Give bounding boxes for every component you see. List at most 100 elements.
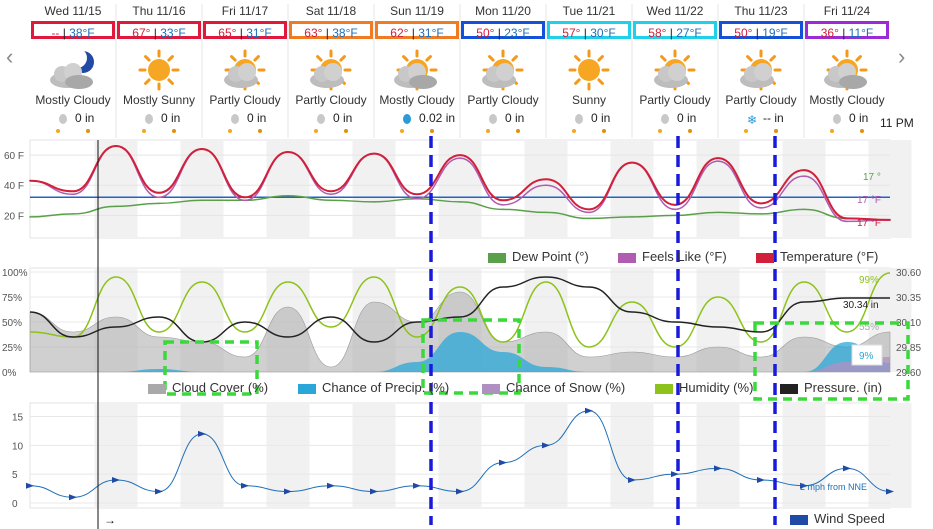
y-tick-label: 40 F <box>4 181 24 192</box>
annotation-highlight-box <box>163 340 259 396</box>
condition-label: Mostly Cloudy <box>809 93 885 107</box>
wind-direction-arrow-icon <box>714 465 722 472</box>
temperature-line-point <box>502 199 504 202</box>
dew-point-line-point <box>803 208 805 211</box>
high-temp: 57° <box>562 26 581 40</box>
wind-direction-arrow-icon <box>671 471 679 478</box>
condition-label: Mostly Cloudy <box>35 93 111 107</box>
wind-direction-arrow-icon <box>370 488 378 495</box>
dew-point-end-label: 17 ° <box>863 172 881 183</box>
dew-point-line-point <box>502 208 504 211</box>
legend-dew-point[interactable]: Dew Point (°) <box>488 249 589 264</box>
night-band <box>352 140 396 238</box>
sun-ray <box>597 55 604 62</box>
hi-lo-box: 36° | 11°F <box>805 21 889 40</box>
temperature-line-point <box>545 178 547 180</box>
legend-label: Humidity (%) <box>679 380 754 395</box>
night-band <box>180 403 224 508</box>
sun-ray <box>425 55 432 62</box>
sun-ray <box>144 78 151 85</box>
high-temp: 50° <box>476 26 495 40</box>
legend-wind-speed[interactable]: Wind Speed <box>790 511 885 526</box>
sunrise-marker-icon <box>830 129 834 133</box>
low-temp: 11°F <box>848 26 874 40</box>
feels-like-line-point <box>717 160 719 162</box>
y-tick-label: 25% <box>2 343 22 354</box>
sun-ray <box>488 55 495 62</box>
prev-arrow[interactable]: ‹ <box>6 44 14 69</box>
hi-lo-box: 58° | 27°F <box>633 21 717 40</box>
temperature-line-point <box>201 148 203 150</box>
moon-cut <box>67 48 87 68</box>
high-temp: 50° <box>734 26 753 40</box>
y-tick-label: 50% <box>2 318 22 329</box>
precip-amount: 0 in <box>591 111 611 125</box>
y2-tick-label: 29.85 <box>896 343 921 354</box>
dew-point-line-point <box>631 216 633 218</box>
night-band <box>524 403 568 508</box>
raindrop-icon <box>489 114 497 124</box>
temperature-line-point <box>674 204 676 206</box>
partly-cloudy-icon <box>224 49 266 91</box>
day-name: Fri 11/24 <box>823 4 871 18</box>
sun-ray <box>253 55 260 62</box>
legend-swatch <box>618 252 636 263</box>
wind-direction-arrow-icon <box>327 482 335 489</box>
wind-direction-arrow-icon <box>284 488 292 495</box>
night-band <box>868 140 912 238</box>
sunset-marker-icon <box>430 129 434 133</box>
sun-ray <box>574 55 581 62</box>
wind-direction-arrow-icon <box>155 488 163 495</box>
night-band <box>696 403 740 508</box>
feels-like-line-point <box>502 204 504 206</box>
legend-temperature[interactable]: Temperature (°F) <box>756 249 878 264</box>
cloud-cover-end-label: 55% <box>859 322 879 333</box>
legend-pressure[interactable]: Pressure. (in) <box>780 380 882 395</box>
legend-feels-like[interactable]: Feels Like (°F) <box>618 249 727 264</box>
mostly-cloudy-night-icon <box>50 48 94 89</box>
day-name: Wed 11/15 <box>44 4 102 18</box>
night-band <box>782 403 826 508</box>
legend-cloud-cover[interactable]: Cloud Cover (%) <box>148 380 268 395</box>
feels-like-line-point <box>330 193 332 196</box>
separator: | <box>408 26 419 40</box>
legend-precip[interactable]: Chance of Precip. (%) <box>298 380 449 395</box>
temperature-end-label: 17 °F <box>857 218 881 229</box>
wind-direction-arrow-icon <box>542 442 550 449</box>
day-name: Thu 11/23 <box>734 4 788 18</box>
cloud-puff <box>496 63 514 81</box>
feels-like-line-point <box>760 207 762 209</box>
sun-ray <box>660 55 667 62</box>
day-name: Sun 11/19 <box>390 4 444 18</box>
wind-direction-arrow-icon <box>69 494 77 501</box>
day-name: Mon 11/20 <box>475 4 531 18</box>
sunset-marker-icon <box>516 129 520 133</box>
sunrise-marker-icon <box>56 129 60 133</box>
day-name: Sat 11/18 <box>305 4 357 18</box>
legend-humidity[interactable]: Humidity (%) <box>655 380 753 395</box>
legend-snow[interactable]: Chance of Snow (%) <box>482 380 625 395</box>
next-arrow[interactable]: › <box>898 44 906 69</box>
high-temp: 65° <box>218 26 237 40</box>
night-band <box>782 140 826 238</box>
day-name: Fri 11/17 <box>221 4 269 18</box>
separator: | <box>666 26 677 40</box>
sun-ray <box>316 55 323 62</box>
condition-label: Partly Cloudy <box>639 93 711 107</box>
precip-end-label-box <box>851 344 883 366</box>
feels-like-line-point <box>72 193 74 196</box>
feels-like-line-point <box>158 196 160 199</box>
pressure-end-label: 30.34 in <box>843 300 879 311</box>
night-band <box>94 403 138 508</box>
wind-direction-arrow-icon <box>241 482 249 489</box>
condition-label: Mostly Cloudy <box>379 93 455 107</box>
day-name: Wed 11/22 <box>646 4 704 18</box>
feels-like-line <box>29 145 891 223</box>
hi-lo-box: 67° | 33°F <box>117 21 201 40</box>
temperature-line-point <box>115 145 117 147</box>
wind-direction-arrow-icon <box>413 482 421 489</box>
wind-direction-arrow-icon <box>886 488 894 495</box>
cursor-arrow-icon: → <box>104 513 116 527</box>
legend-swatch <box>482 383 500 394</box>
